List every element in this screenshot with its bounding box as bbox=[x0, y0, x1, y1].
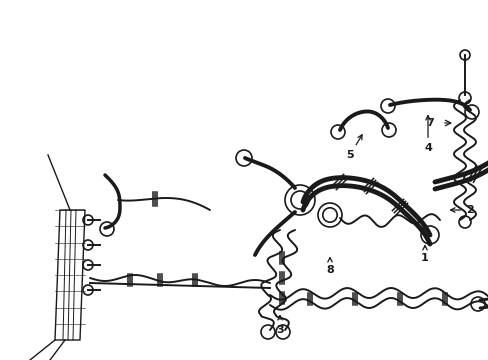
Text: 1: 1 bbox=[420, 246, 428, 263]
Text: 8: 8 bbox=[325, 257, 333, 275]
Text: 10: 10 bbox=[0, 359, 1, 360]
Text: 6: 6 bbox=[0, 359, 1, 360]
Text: 2: 2 bbox=[449, 205, 473, 215]
Text: 4: 4 bbox=[423, 116, 431, 153]
Text: 9: 9 bbox=[0, 359, 1, 360]
Text: 7: 7 bbox=[425, 118, 433, 128]
Text: 5: 5 bbox=[346, 135, 362, 160]
Text: 3: 3 bbox=[276, 316, 283, 335]
